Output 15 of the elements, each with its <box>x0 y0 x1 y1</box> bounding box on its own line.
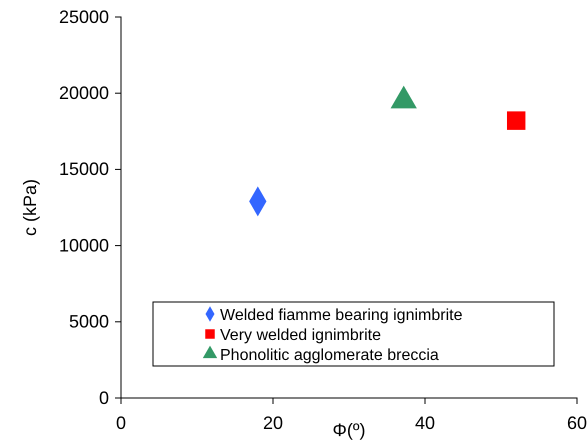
y-tick-label: 20000 <box>58 82 109 103</box>
x-axis-title: Φ(º) <box>332 420 366 440</box>
y-tick-label: 5000 <box>68 312 109 332</box>
x-tick-label: 0 <box>116 412 126 433</box>
y-axis-title: c (kPa) <box>20 178 40 236</box>
y-tick-label: 25000 <box>58 6 109 27</box>
y-tick-label: 0 <box>98 388 109 408</box>
legend-label: Very welded ignimbrite <box>220 327 382 344</box>
x-tick-label: 20 <box>262 412 284 433</box>
x-tick-label: 60 <box>566 412 588 433</box>
legend-label: Welded fiamme bearing ignimbrite <box>220 307 463 324</box>
y-tick-label: 15000 <box>58 159 109 180</box>
y-tick-label: 10000 <box>58 235 109 256</box>
legend-label: Phonolitic agglomerate breccia <box>220 347 439 364</box>
x-tick-label: 40 <box>414 412 436 433</box>
